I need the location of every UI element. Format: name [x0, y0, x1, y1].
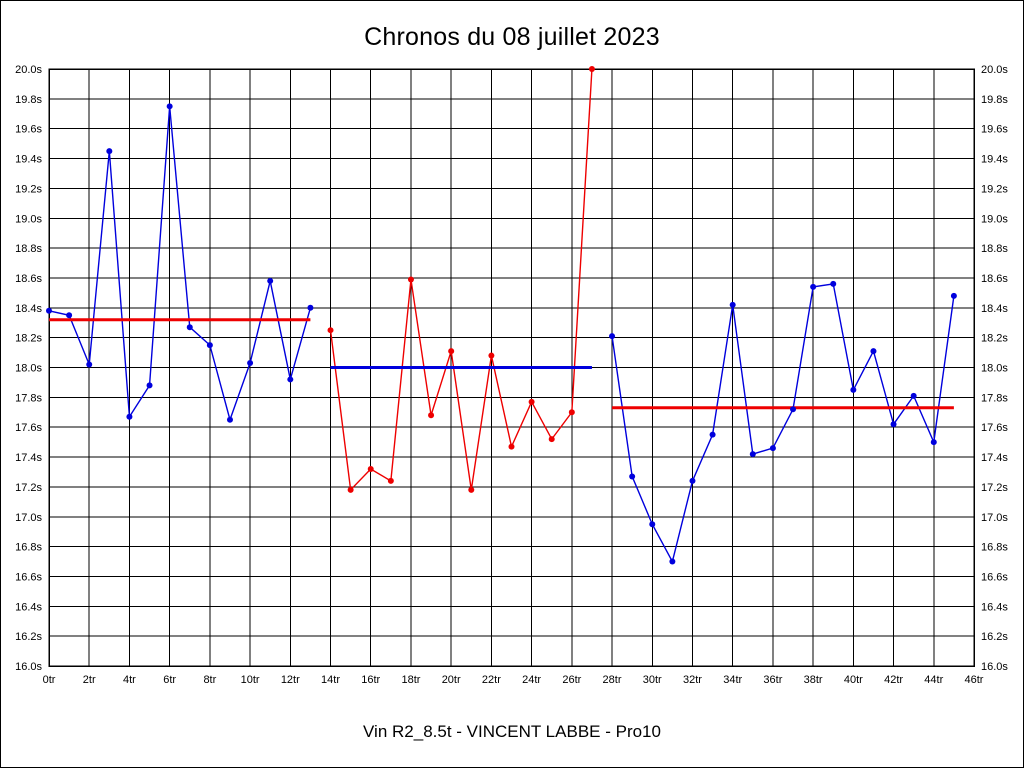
x-tick-label: 12tr [281, 674, 300, 686]
run2-laps-line [329, 68, 593, 492]
run3-laps-line [611, 283, 955, 564]
x-tick-label: 2tr [83, 674, 96, 686]
x-tick-label: 4tr [123, 674, 136, 686]
y-tick-label-left: 18.2s [15, 333, 42, 345]
y-tick-label-left: 17.4s [15, 452, 42, 464]
y-tick-label-left: 18.6s [15, 273, 42, 285]
y-tick-label-left: 17.0s [15, 512, 42, 524]
y-tick-label-right: 17.8s [981, 392, 1008, 404]
x-tick-label: 8tr [203, 674, 216, 686]
y-tick-label-right: 16.2s [981, 631, 1008, 643]
y-tick-label-right: 18.8s [981, 243, 1008, 255]
y-tick-label-right: 18.2s [981, 333, 1008, 345]
y-tick-label-left: 17.6s [15, 422, 42, 434]
y-tick-label-right: 19.2s [981, 183, 1008, 195]
y-tick-label-right: 17.6s [981, 422, 1008, 434]
x-tick-label: 30tr [643, 674, 662, 686]
x-tick-label: 24tr [522, 674, 541, 686]
run1-laps-line [48, 106, 312, 423]
x-tick-label: 10tr [241, 674, 260, 686]
plot-border [48, 68, 975, 667]
x-tick-label: 40tr [844, 674, 863, 686]
y-tick-label-left: 18.0s [15, 363, 42, 375]
y-tick-label-right: 18.4s [981, 303, 1008, 315]
y-tick-label-left: 17.2s [15, 482, 42, 494]
y-tick-label-left: 16.6s [15, 571, 42, 583]
x-tick-label: 36tr [763, 674, 782, 686]
x-tick-label: 18tr [401, 674, 420, 686]
x-tick-label: 38tr [804, 674, 823, 686]
y-tick-label-left: 16.4s [15, 601, 42, 613]
y-tick-label-left: 19.8s [15, 94, 42, 106]
y-tick-label-right: 18.0s [981, 363, 1008, 375]
y-tick-label-right: 16.6s [981, 571, 1008, 583]
x-tick-label: 34tr [723, 674, 742, 686]
y-tick-label-left: 16.8s [15, 542, 42, 554]
x-tick-label: 42tr [884, 674, 903, 686]
x-tick-label: 46tr [965, 674, 984, 686]
y-tick-label-left: 16.0s [15, 661, 42, 673]
y-tick-label-right: 16.8s [981, 542, 1008, 554]
y-tick-label-right: 19.4s [981, 154, 1008, 166]
y-tick-label-left: 19.0s [15, 213, 42, 225]
run2-laps-points [327, 66, 595, 493]
y-tick-label-right: 19.0s [981, 213, 1008, 225]
y-tick-label-right: 19.6s [981, 124, 1008, 136]
x-tick-label: 20tr [442, 674, 461, 686]
y-tick-label-left: 19.4s [15, 154, 42, 166]
y-tick-label-left: 18.8s [15, 243, 42, 255]
y-tick-label-right: 16.4s [981, 601, 1008, 613]
y-tick-label-right: 17.0s [981, 512, 1008, 524]
y-tick-label-left: 16.2s [15, 631, 42, 643]
x-tick-label: 32tr [683, 674, 702, 686]
run1-laps-points [46, 103, 314, 423]
chart-caption: Vin R2_8.5t - VINCENT LABBE - Pro10 [363, 722, 661, 741]
x-tick-label: 44tr [924, 674, 943, 686]
chart-title: Chronos du 08 juillet 2023 [364, 23, 660, 51]
x-tick-label: 6tr [163, 674, 176, 686]
y-tick-label-left: 18.4s [15, 303, 42, 315]
y-tick-label-left: 19.2s [15, 183, 42, 195]
y-tick-label-right: 18.6s [981, 273, 1008, 285]
x-tick-label: 0tr [43, 674, 56, 686]
axis-tick-labels: 16.0s 16.0s 16.2s 16.2s 16.4s 16.4s 16.6s 16.6s… [15, 64, 1008, 686]
x-tick-label: 14tr [321, 674, 340, 686]
y-tick-label-right: 17.4s [981, 452, 1008, 464]
x-tick-label: 22tr [482, 674, 501, 686]
y-tick-label-right: 20.0s [981, 64, 1008, 76]
y-tick-label-left: 17.8s [15, 392, 42, 404]
x-tick-label: 26tr [562, 674, 581, 686]
x-tick-label: 28tr [603, 674, 622, 686]
y-tick-label-left: 19.6s [15, 124, 42, 136]
run3-laps-points [609, 280, 957, 565]
y-tick-label-right: 19.8s [981, 94, 1008, 106]
y-tick-label-left: 20.0s [15, 64, 42, 76]
x-tick-label: 16tr [361, 674, 380, 686]
y-tick-label-right: 17.2s [981, 482, 1008, 494]
y-tick-label-right: 16.0s [981, 661, 1008, 673]
